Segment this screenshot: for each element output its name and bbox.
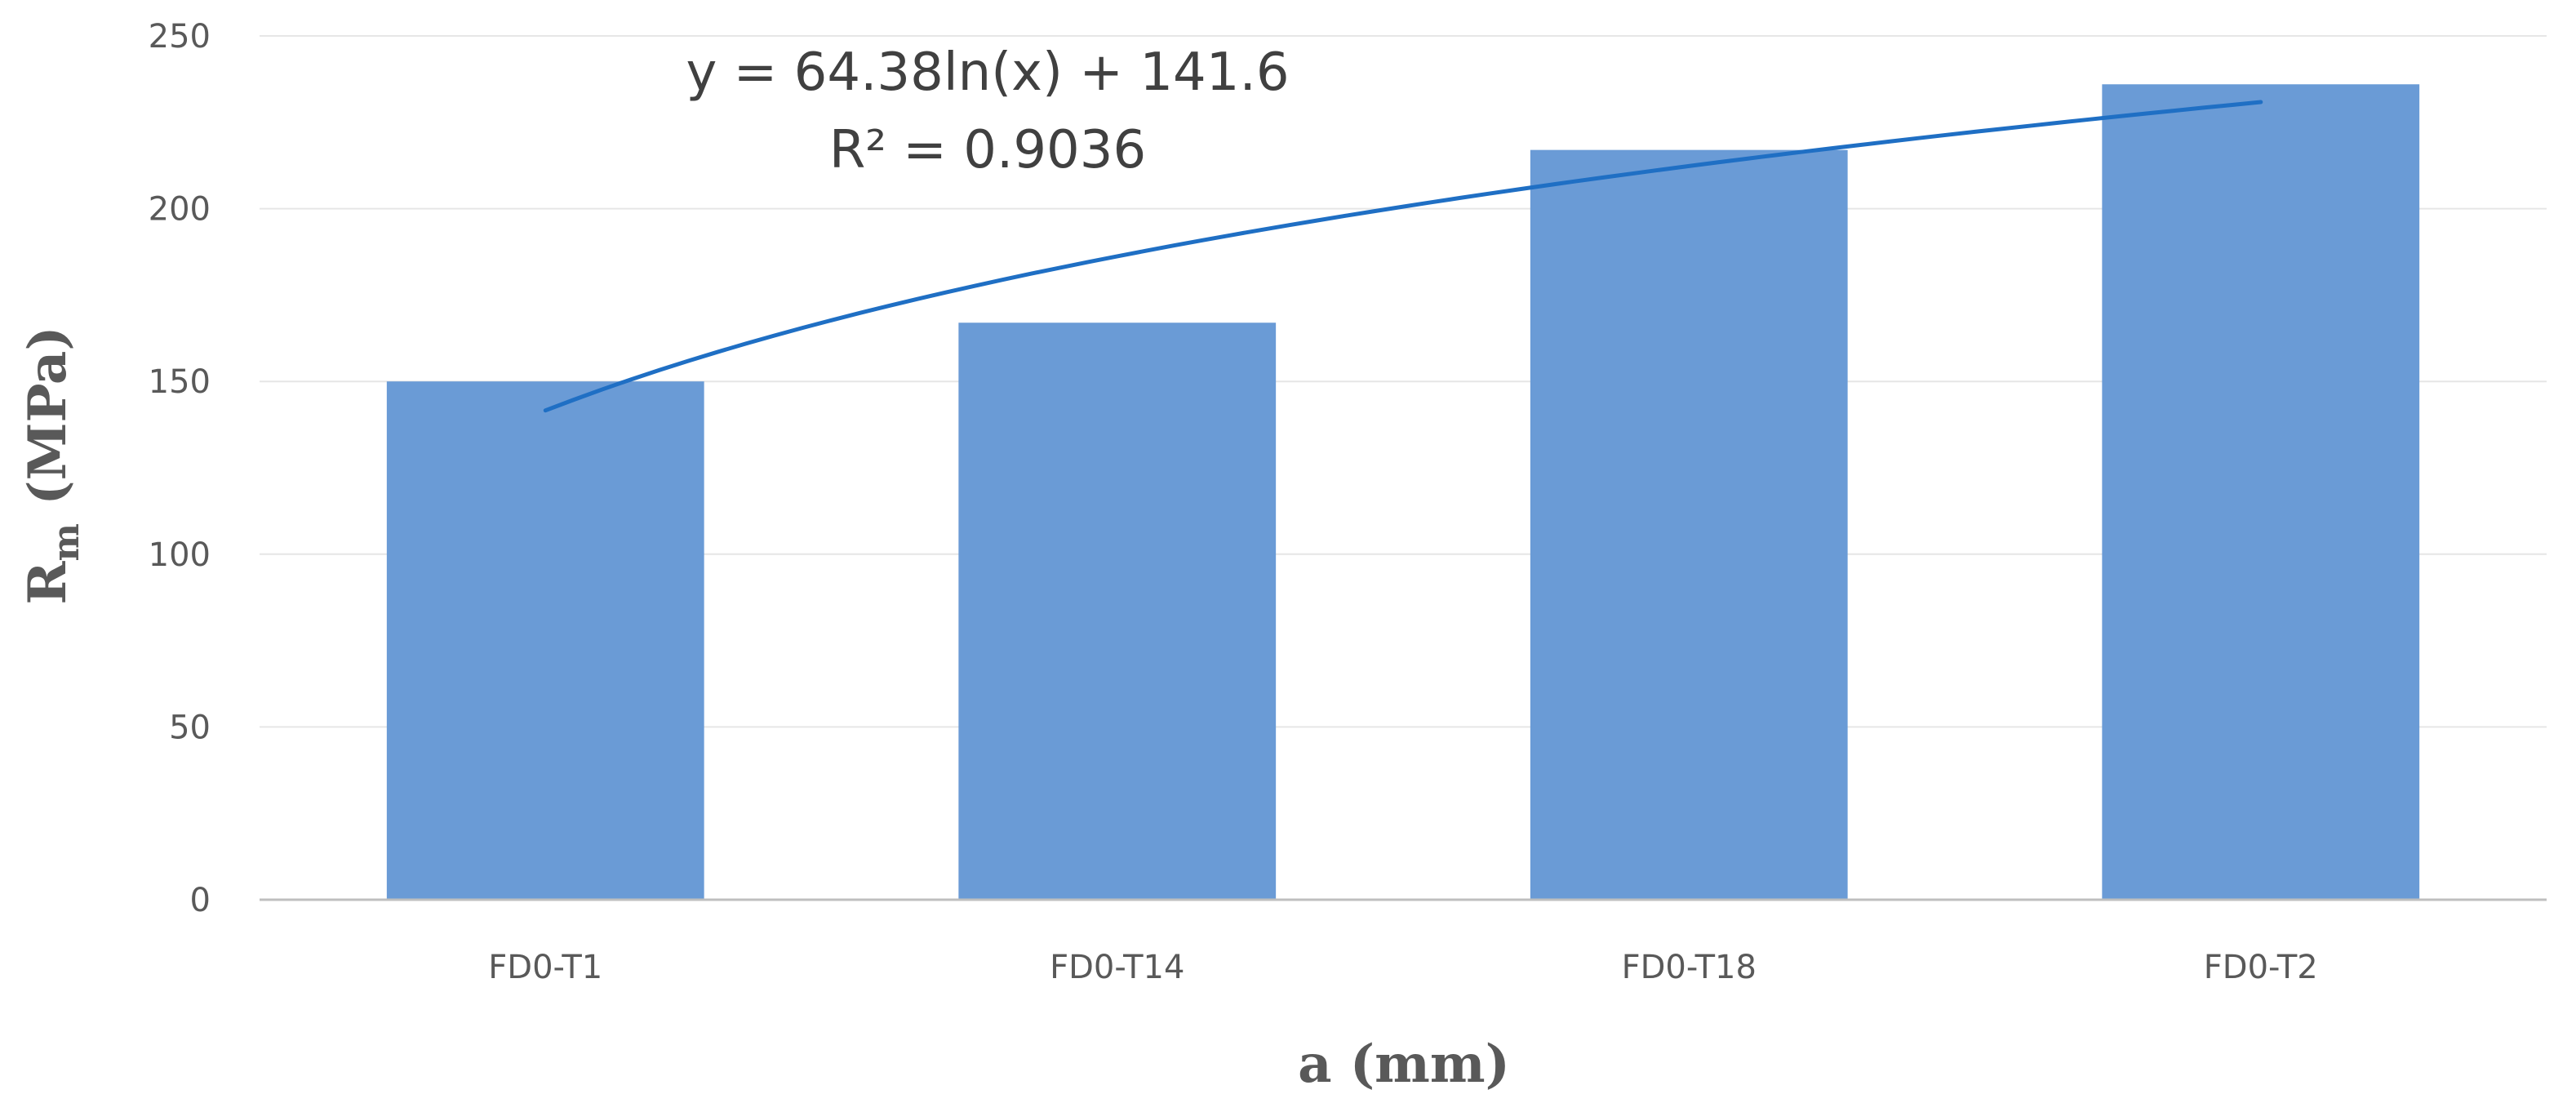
y-axis-title-subscript: m (46, 523, 87, 562)
axes: 0 50 100 150 200 250 FD0-T1 FD0-T14 FD0-T18 FD0-T… (149, 18, 2547, 986)
x-axis-title: a (mm) (1298, 1034, 1510, 1095)
y-axis-title-main: R (17, 561, 78, 605)
y-tick-label: 100 (149, 536, 211, 574)
trendline-equation: y = 64.38ln(x) + 141.6 (686, 42, 1289, 103)
y-axis-title-unit: (MPa) (17, 326, 78, 523)
x-tick-label: FD0-T18 (1622, 949, 1757, 986)
trendline (543, 100, 2263, 413)
bar-fd0-t14 (958, 322, 1277, 901)
bar-fd0-t2 (2102, 84, 2420, 901)
trendline-curve (543, 100, 2263, 413)
x-tick-label: FD0-T1 (488, 949, 602, 986)
x-tick-label: FD0-T2 (2204, 949, 2318, 986)
y-axis-title: Rm (MPa) (17, 326, 87, 604)
x-tick-label: FD0-T14 (1050, 949, 1184, 986)
y-tick-label: 250 (149, 18, 211, 56)
y-tick-label: 0 (190, 882, 211, 919)
bars (386, 84, 2420, 901)
y-tick-label: 150 (149, 363, 211, 401)
bar-fd0-t18 (1530, 149, 1848, 900)
y-tick-label: 200 (149, 191, 211, 229)
y-tick-label: 50 (169, 709, 211, 746)
trendline-r-squared: R² = 0.9036 (829, 120, 1146, 180)
bar-fd0-t1 (386, 381, 704, 900)
